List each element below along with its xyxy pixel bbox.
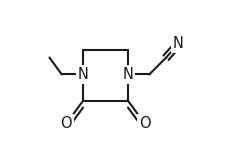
Text: N: N — [78, 67, 89, 82]
Text: O: O — [61, 116, 72, 131]
Text: O: O — [139, 116, 151, 131]
Text: N: N — [173, 36, 184, 51]
Text: N: N — [122, 67, 133, 82]
